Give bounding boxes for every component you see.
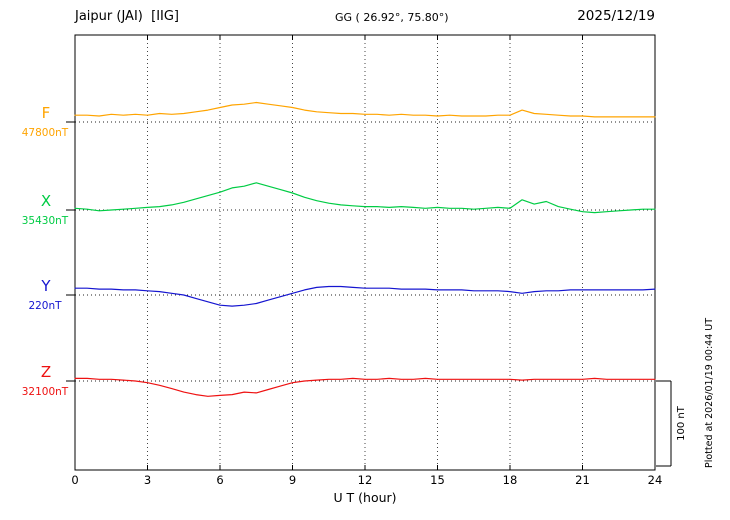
x-tick-label: 18 xyxy=(503,473,518,487)
series-baseline-value-F: 47800nT xyxy=(22,127,69,139)
x-tick-label: 21 xyxy=(575,473,590,487)
trace-Z xyxy=(74,377,656,397)
station-title: Jaipur (JAI) [IIG] xyxy=(75,9,180,24)
plot-date: 2025/12/19 xyxy=(577,8,655,24)
series-name-F: F xyxy=(42,104,51,122)
series-name-Z: Z xyxy=(41,363,51,381)
x-tick-label: 24 xyxy=(648,473,663,487)
plot-border xyxy=(74,34,656,471)
trace-F xyxy=(74,101,656,118)
x-tick-label: 6 xyxy=(216,473,223,487)
trace-X xyxy=(74,182,656,214)
series-baseline-value-Y: 220nT xyxy=(28,300,62,312)
x-tick-label: 15 xyxy=(430,473,445,487)
series-name-X: X xyxy=(41,192,51,210)
series-baseline-value-X: 35430nT xyxy=(22,215,69,227)
plotted-at-note: Plotted at 2026/01/19 00:44 UT xyxy=(704,318,715,468)
x-tick-label: 12 xyxy=(358,473,373,487)
x-tick-label: 0 xyxy=(71,473,78,487)
geo-coordinates: GG ( 26.92°, 75.80°) xyxy=(335,11,449,24)
x-axis-label: U T (hour) xyxy=(333,490,397,505)
series-name-Y: Y xyxy=(40,277,51,295)
x-tick-label: 9 xyxy=(289,473,296,487)
trace-Y xyxy=(74,285,656,307)
scalebar-label: 100 nT xyxy=(676,405,687,441)
series-baseline-value-Z: 32100nT xyxy=(22,386,69,398)
x-tick-label: 3 xyxy=(144,473,151,487)
